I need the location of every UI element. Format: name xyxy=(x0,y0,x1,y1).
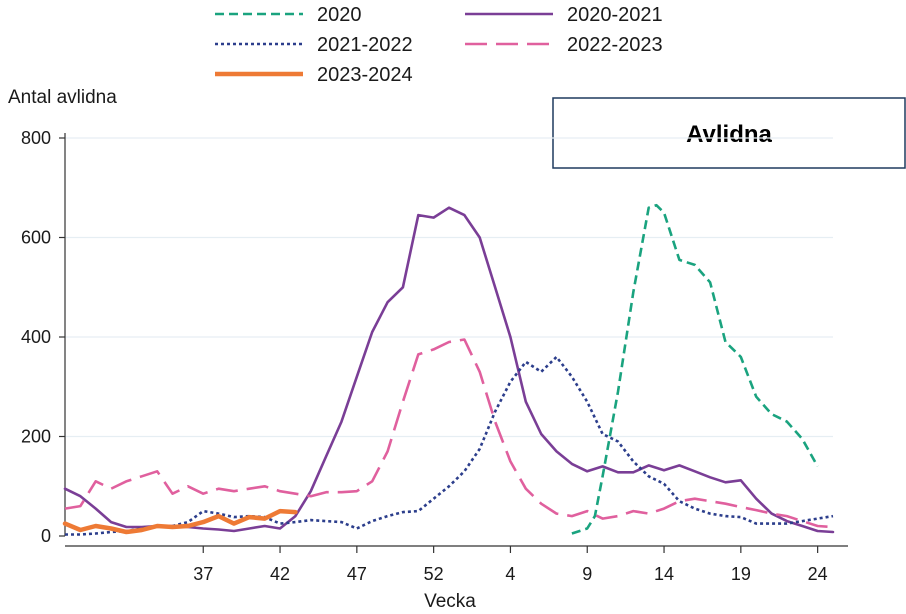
x-tick-label: 19 xyxy=(731,564,751,584)
y-tick-label: 200 xyxy=(21,427,51,447)
series-group xyxy=(62,203,835,536)
x-tick-label: 14 xyxy=(654,564,674,584)
legend-label: 2021-2022 xyxy=(317,34,413,56)
x-tick-label: 47 xyxy=(347,564,367,584)
y-tick-label: 400 xyxy=(21,327,51,347)
chart-title-box xyxy=(552,97,906,169)
y-axis-title: Antal avlidna xyxy=(8,87,117,108)
series-line-2020 xyxy=(571,203,819,535)
series-line-2022-2023 xyxy=(64,338,834,529)
chart-title: Avlidna xyxy=(686,121,772,148)
x-tick-label: 37 xyxy=(193,564,213,584)
series-line-2023-2024 xyxy=(62,508,298,535)
series-line-2020-2021 xyxy=(63,206,835,534)
legend-label: 2020 xyxy=(317,4,362,26)
y-axis: 0 200 400 600 800 xyxy=(21,128,66,546)
legend-item: 2020 xyxy=(215,4,362,26)
y-tick-label: 600 xyxy=(21,228,51,248)
y-tick-label: 0 xyxy=(41,526,51,546)
grid-lines xyxy=(65,137,833,438)
x-tick-label: 4 xyxy=(505,564,515,584)
legend-item: 2020-2021 xyxy=(465,4,663,26)
x-axis: 37 42 47 52 4 9 14 19 24 xyxy=(65,545,848,584)
x-tick-label: 9 xyxy=(582,564,592,584)
x-tick-label: 52 xyxy=(424,564,444,584)
legend-item: 2022-2023 xyxy=(465,34,663,56)
x-tick-label: 42 xyxy=(270,564,290,584)
legend-label: 2022-2023 xyxy=(567,34,663,56)
legend-item: 2021-2022 xyxy=(215,34,413,56)
legend-label: 2023-2024 xyxy=(317,64,413,86)
x-axis-title: Vecka xyxy=(424,591,476,612)
y-tick-label: 800 xyxy=(21,128,51,148)
x-tick-label: 24 xyxy=(808,564,828,584)
series-line-2021-2022 xyxy=(65,355,834,536)
chart-legend: 2020 2020-2021 2021-2022 2022-2023 2023-2024 xyxy=(215,4,663,86)
legend-label: 2020-2021 xyxy=(567,4,663,26)
legend-item: 2023-2024 xyxy=(215,64,413,86)
